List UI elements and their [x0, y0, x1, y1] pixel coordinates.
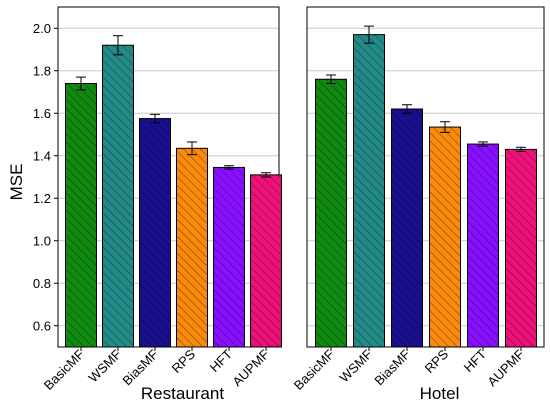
bar-aupmf [505, 148, 537, 348]
x-tick-label: BasicMF [291, 346, 337, 392]
bar-rps [429, 126, 461, 348]
y-tick-label: 1.4 [33, 148, 51, 163]
error-bar [364, 25, 374, 44]
bar-basicmf [65, 83, 97, 348]
x-tick-label: AUPMF [484, 346, 527, 389]
bar-wsmf [353, 34, 385, 348]
bar-wsmf [102, 44, 134, 348]
x-tick-label: RPS [169, 346, 199, 376]
x-tick-label: HFT [461, 346, 490, 375]
y-tick-label: 1.0 [33, 233, 51, 248]
bar-biasmf [391, 108, 423, 348]
y-tick-label: 0.8 [33, 276, 51, 291]
x-tick-label: WSMF [85, 346, 124, 385]
error-bar [187, 141, 197, 156]
error-bar [440, 121, 450, 133]
y-tick-label: 1.2 [33, 191, 51, 206]
y-tick-label: 2.0 [33, 21, 51, 36]
error-bar [113, 35, 123, 56]
x-tick-label: WSMF [336, 346, 375, 385]
bar-hft [213, 166, 245, 348]
y-tick-label: 1.8 [33, 63, 51, 78]
x-tick-label: HFT [207, 346, 236, 375]
error-bar [478, 141, 488, 147]
bar-basicmf [315, 78, 347, 348]
bar-aupmf [250, 174, 282, 348]
x-tick-label: RPS [422, 346, 452, 376]
error-bar [402, 104, 412, 114]
bar-biasmf [139, 118, 171, 348]
error-bar [224, 165, 234, 170]
error-bar [150, 113, 160, 124]
x-tick-label: AUPMF [229, 346, 272, 389]
y-tick-label: 0.6 [33, 318, 51, 333]
y-axis-title: MSE [7, 164, 26, 201]
error-bar [516, 146, 526, 152]
error-bar [76, 76, 86, 91]
error-bar [261, 172, 271, 178]
x-tick-label: BasicMF [41, 346, 87, 392]
x-tick-label: BiasMF [119, 346, 161, 388]
panel-title: Hotel [420, 384, 460, 403]
bar-hft [467, 143, 499, 348]
error-bar [326, 74, 336, 84]
bar-rps [176, 147, 208, 348]
panel-frame [306, 6, 545, 348]
x-tick-label: BiasMF [371, 346, 413, 388]
panel-title: Restaurant [141, 384, 224, 403]
y-tick-label: 1.6 [33, 106, 51, 121]
